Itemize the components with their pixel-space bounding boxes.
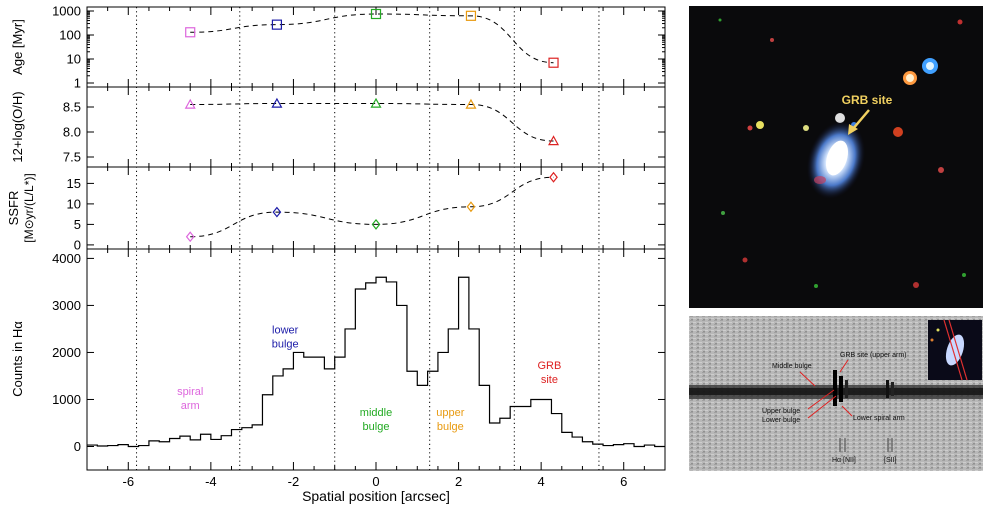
y-tick-label: 0: [74, 439, 81, 454]
data-point-diamond: [371, 218, 381, 230]
galaxy-image: GRB site: [689, 6, 983, 308]
y-tick-label: 10: [67, 52, 81, 67]
grb-site-label: GRB site: [842, 93, 893, 107]
y-tick-label: 2000: [52, 345, 81, 360]
region-label: upper: [436, 407, 464, 419]
x-tick-label: -4: [205, 474, 217, 489]
ssfr-panel-frame: [86, 166, 666, 250]
y-tick-label: 8.5: [63, 100, 81, 115]
ssfr-panel: [185, 171, 558, 243]
y-tick-label: 100: [59, 28, 81, 43]
region-label: bulge: [272, 339, 299, 351]
y-tick-label: 5: [74, 217, 81, 232]
axis-ticks: -6 -4 -2 0 2 4 6 1 10 100 1000 7.5 8.0 8.5 0 5 10 15 0 1000…: [52, 4, 666, 489]
data-point-triangle: [184, 98, 196, 109]
halpha-ylabel: Counts in Hα: [10, 321, 25, 397]
data-point-diamond: [272, 206, 282, 218]
region-label: bulge: [363, 421, 390, 433]
y-tick-label: 15: [67, 176, 81, 191]
region-label: GRB: [537, 360, 561, 372]
data-point-diamond: [549, 171, 558, 183]
age-panel: [185, 8, 559, 68]
data-point-diamond: [466, 201, 476, 213]
halpha-panel: spiral arm lower bulge middle bulge upper bulge…: [87, 276, 665, 448]
y-tick-label: 0: [74, 237, 81, 252]
ssfr-ylabel-units: [M⊙yr/(L/L*)]: [22, 173, 36, 242]
y-tick-label: 8.0: [63, 125, 81, 140]
spectrum-label-lower-bulge: Lower bulge: [762, 417, 800, 424]
data-point-square: [465, 10, 477, 21]
spectrum-label-grb-site: GRB site (upper arm): [840, 352, 907, 359]
x-tick-label: -6: [123, 474, 135, 489]
x-tick-label: 4: [538, 474, 545, 489]
region-label: arm: [181, 400, 200, 412]
vertical-dotted-lines: [136, 7, 600, 470]
data-point-diamond: [185, 231, 195, 243]
data-point-square: [548, 57, 559, 68]
x-tick-label: 0: [372, 474, 379, 489]
data-point-square: [271, 19, 283, 30]
data-point-triangle: [548, 135, 560, 146]
x-tick-label: -2: [288, 474, 300, 489]
x-tick-label: 6: [620, 474, 627, 489]
age-ylabel: Age [Myr]: [10, 19, 25, 75]
x-axis-label: Spatial position [arcsec]: [302, 488, 450, 504]
halpha-step-line: [87, 276, 665, 448]
region-label: spiral: [177, 386, 203, 398]
data-point-square: [370, 8, 382, 20]
y-tick-label: 1000: [52, 392, 81, 407]
y-tick-label: 10: [67, 196, 81, 211]
data-point-triangle: [271, 97, 283, 108]
trend-line: [190, 176, 554, 238]
y-tick-label: 1000: [52, 4, 81, 19]
region-label: bulge: [437, 421, 464, 433]
y-tick-label: 4000: [52, 251, 81, 266]
trend-line: [190, 13, 554, 64]
region-label: middle: [360, 407, 392, 419]
spectrum-label-lower-spiral-arm: Lower spiral arm: [853, 415, 905, 422]
data-point-triangle: [370, 97, 382, 108]
region-label: lower: [272, 325, 299, 337]
spectrum-label-sii: [SII]: [884, 457, 897, 464]
spectrum-label-halpha-nii: Hα [NII]: [832, 457, 856, 464]
data-point-square: [185, 27, 196, 38]
y-tick-label: 3000: [52, 298, 81, 313]
metallicity-ylabel: 12+log(O/H): [10, 91, 25, 162]
spectrum-image: Middle bulge GRB site (upper arm) Upper …: [689, 316, 983, 471]
region-label: site: [541, 374, 558, 386]
y-tick-label: 7.5: [63, 150, 81, 165]
y-tick-label: 1: [74, 76, 81, 91]
spectrum-label-middle-bulge: Middle bulge: [772, 363, 812, 370]
trend-line: [190, 102, 554, 142]
data-point-triangle: [465, 98, 477, 109]
ssfr-ylabel: SSFR: [6, 191, 21, 226]
x-tick-label: 2: [455, 474, 462, 489]
spectrum-label-upper-bulge: Upper bulge: [762, 408, 800, 415]
metallicity-panel: [184, 97, 560, 146]
